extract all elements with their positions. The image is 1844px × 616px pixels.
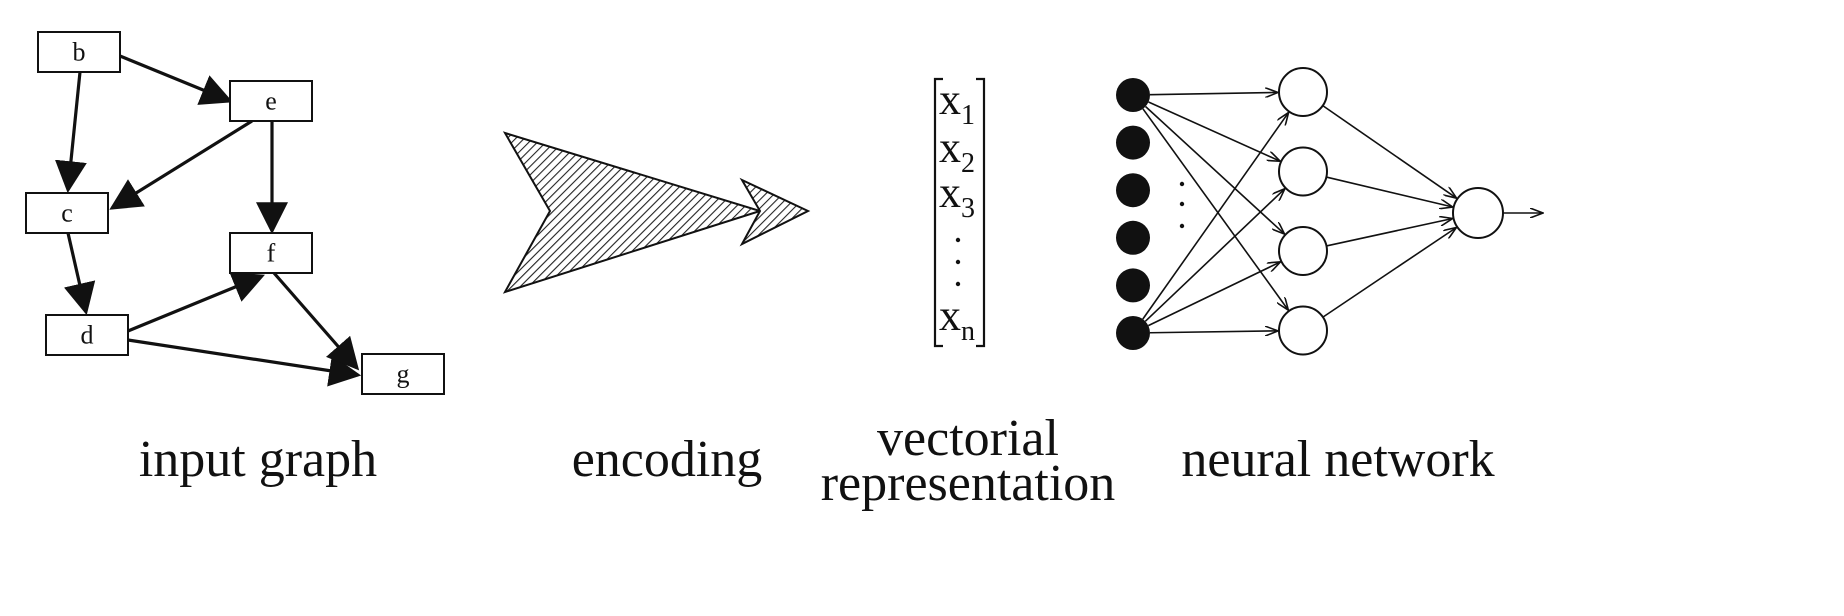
neural-network — [1116, 67, 1543, 356]
connection-input-6-hidden-2 — [1144, 189, 1285, 322]
graph-node-g: g — [361, 353, 445, 395]
vector-entry-2: x2 — [939, 123, 975, 179]
hidden-unit-3 — [1278, 226, 1328, 276]
connection-hidden-3-output — [1326, 219, 1452, 247]
edge-b-e — [119, 54, 233, 105]
input-unit-3 — [1116, 173, 1150, 208]
edge-d-g — [127, 338, 362, 387]
graph-edges — [54, 54, 362, 387]
connection-hidden-2-output — [1326, 176, 1452, 207]
input-layer — [1116, 78, 1150, 350]
hidden-unit-4 — [1278, 305, 1328, 356]
node-label-d: d — [81, 321, 94, 350]
hidden-unit-2 — [1278, 146, 1328, 197]
vector-entry-n: xn — [939, 291, 975, 347]
node-label-g: g — [397, 360, 410, 389]
connection-input-1-hidden-2 — [1148, 101, 1281, 161]
node-label-f: f — [267, 239, 276, 268]
connection-input-1-hidden-3 — [1144, 105, 1285, 234]
vector-entry-1: x1 — [939, 75, 975, 131]
edge-d-f — [127, 272, 265, 333]
input-unit-1 — [1116, 78, 1150, 112]
input-graph: b e c f d g — [25, 31, 445, 395]
graph-node-f: f — [229, 232, 313, 274]
hidden-unit-1 — [1278, 67, 1328, 117]
vector-left-bracket — [933, 77, 943, 348]
vector-ellipsis — [955, 237, 961, 287]
connection-input-6-hidden-3 — [1147, 262, 1280, 327]
output-layer — [1452, 187, 1504, 239]
graph-node-d: d — [45, 314, 129, 356]
caption-input-graph: input graph — [139, 431, 377, 488]
node-label-b: b — [73, 38, 86, 67]
node-label-e: e — [265, 87, 277, 116]
input-layer-ellipsis — [1179, 181, 1185, 229]
input-unit-5 — [1116, 268, 1150, 303]
vector-entry-3: x3 — [939, 168, 975, 224]
edge-f-g — [272, 271, 360, 371]
vector-representation: x1 x2 x3 xn — [933, 75, 986, 348]
connection-input-1-hidden-4 — [1142, 108, 1288, 310]
graph-node-b: b — [37, 31, 121, 73]
caption-vectorial: vectorial — [877, 410, 1059, 467]
graph-node-c: c — [25, 192, 109, 234]
edge-e-c — [109, 119, 253, 210]
node-label-c: c — [61, 199, 73, 228]
caption-representation: representation — [821, 455, 1116, 512]
connection-input-6-hidden-1 — [1142, 112, 1289, 320]
hidden-layer — [1278, 67, 1328, 356]
input-unit-4 — [1116, 220, 1150, 255]
network-connections — [1142, 92, 1543, 333]
connection-input-1-hidden-1 — [1149, 92, 1278, 94]
encoding-arrow-head — [739, 177, 811, 247]
caption-encoding: encoding — [572, 431, 763, 488]
encoding-arrow — [502, 131, 811, 294]
caption-neural-network: neural network — [1181, 431, 1494, 488]
edge-c-d — [64, 232, 96, 316]
input-unit-6 — [1116, 316, 1150, 350]
connection-input-6-hidden-4 — [1149, 331, 1278, 333]
connection-hidden-4-output — [1322, 227, 1456, 318]
vector-right-bracket — [976, 77, 986, 348]
connection-hidden-1-output — [1322, 104, 1457, 199]
output-unit — [1452, 187, 1504, 239]
encoding-arrow-body — [502, 131, 764, 294]
graph-node-e: e — [229, 80, 313, 122]
edge-b-c — [54, 71, 87, 194]
input-unit-2 — [1116, 125, 1150, 160]
